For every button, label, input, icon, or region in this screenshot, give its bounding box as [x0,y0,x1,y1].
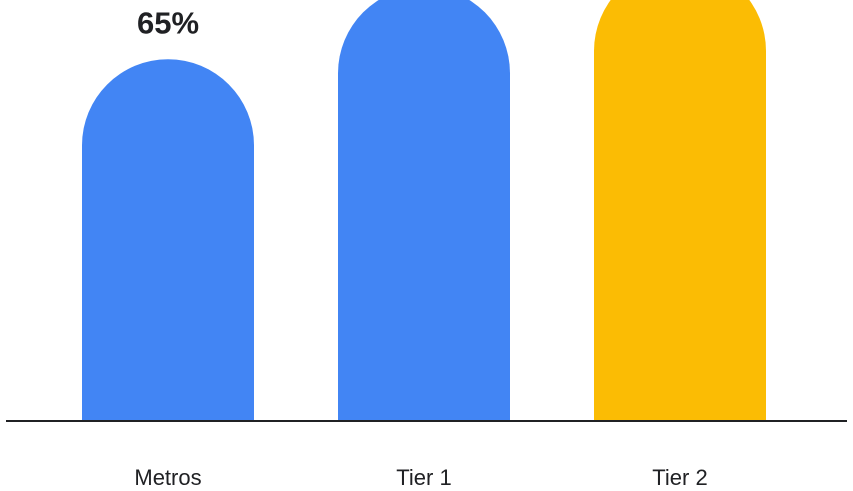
value-labels-group: 65%78%82% [137,5,199,40]
bar-tier-1 [338,0,510,420]
category-label-metros: Metros [134,465,201,490]
bars-group [82,0,766,421]
value-label-metros: 65% [137,5,199,40]
category-labels-group: Metros Tier 1 Tier 2 [134,465,707,490]
category-label-tier-1: Tier 1 [396,465,451,490]
category-label-tier-2: Tier 2 [652,465,707,490]
bar-tier-2 [594,0,766,420]
bar-metros [82,59,254,421]
